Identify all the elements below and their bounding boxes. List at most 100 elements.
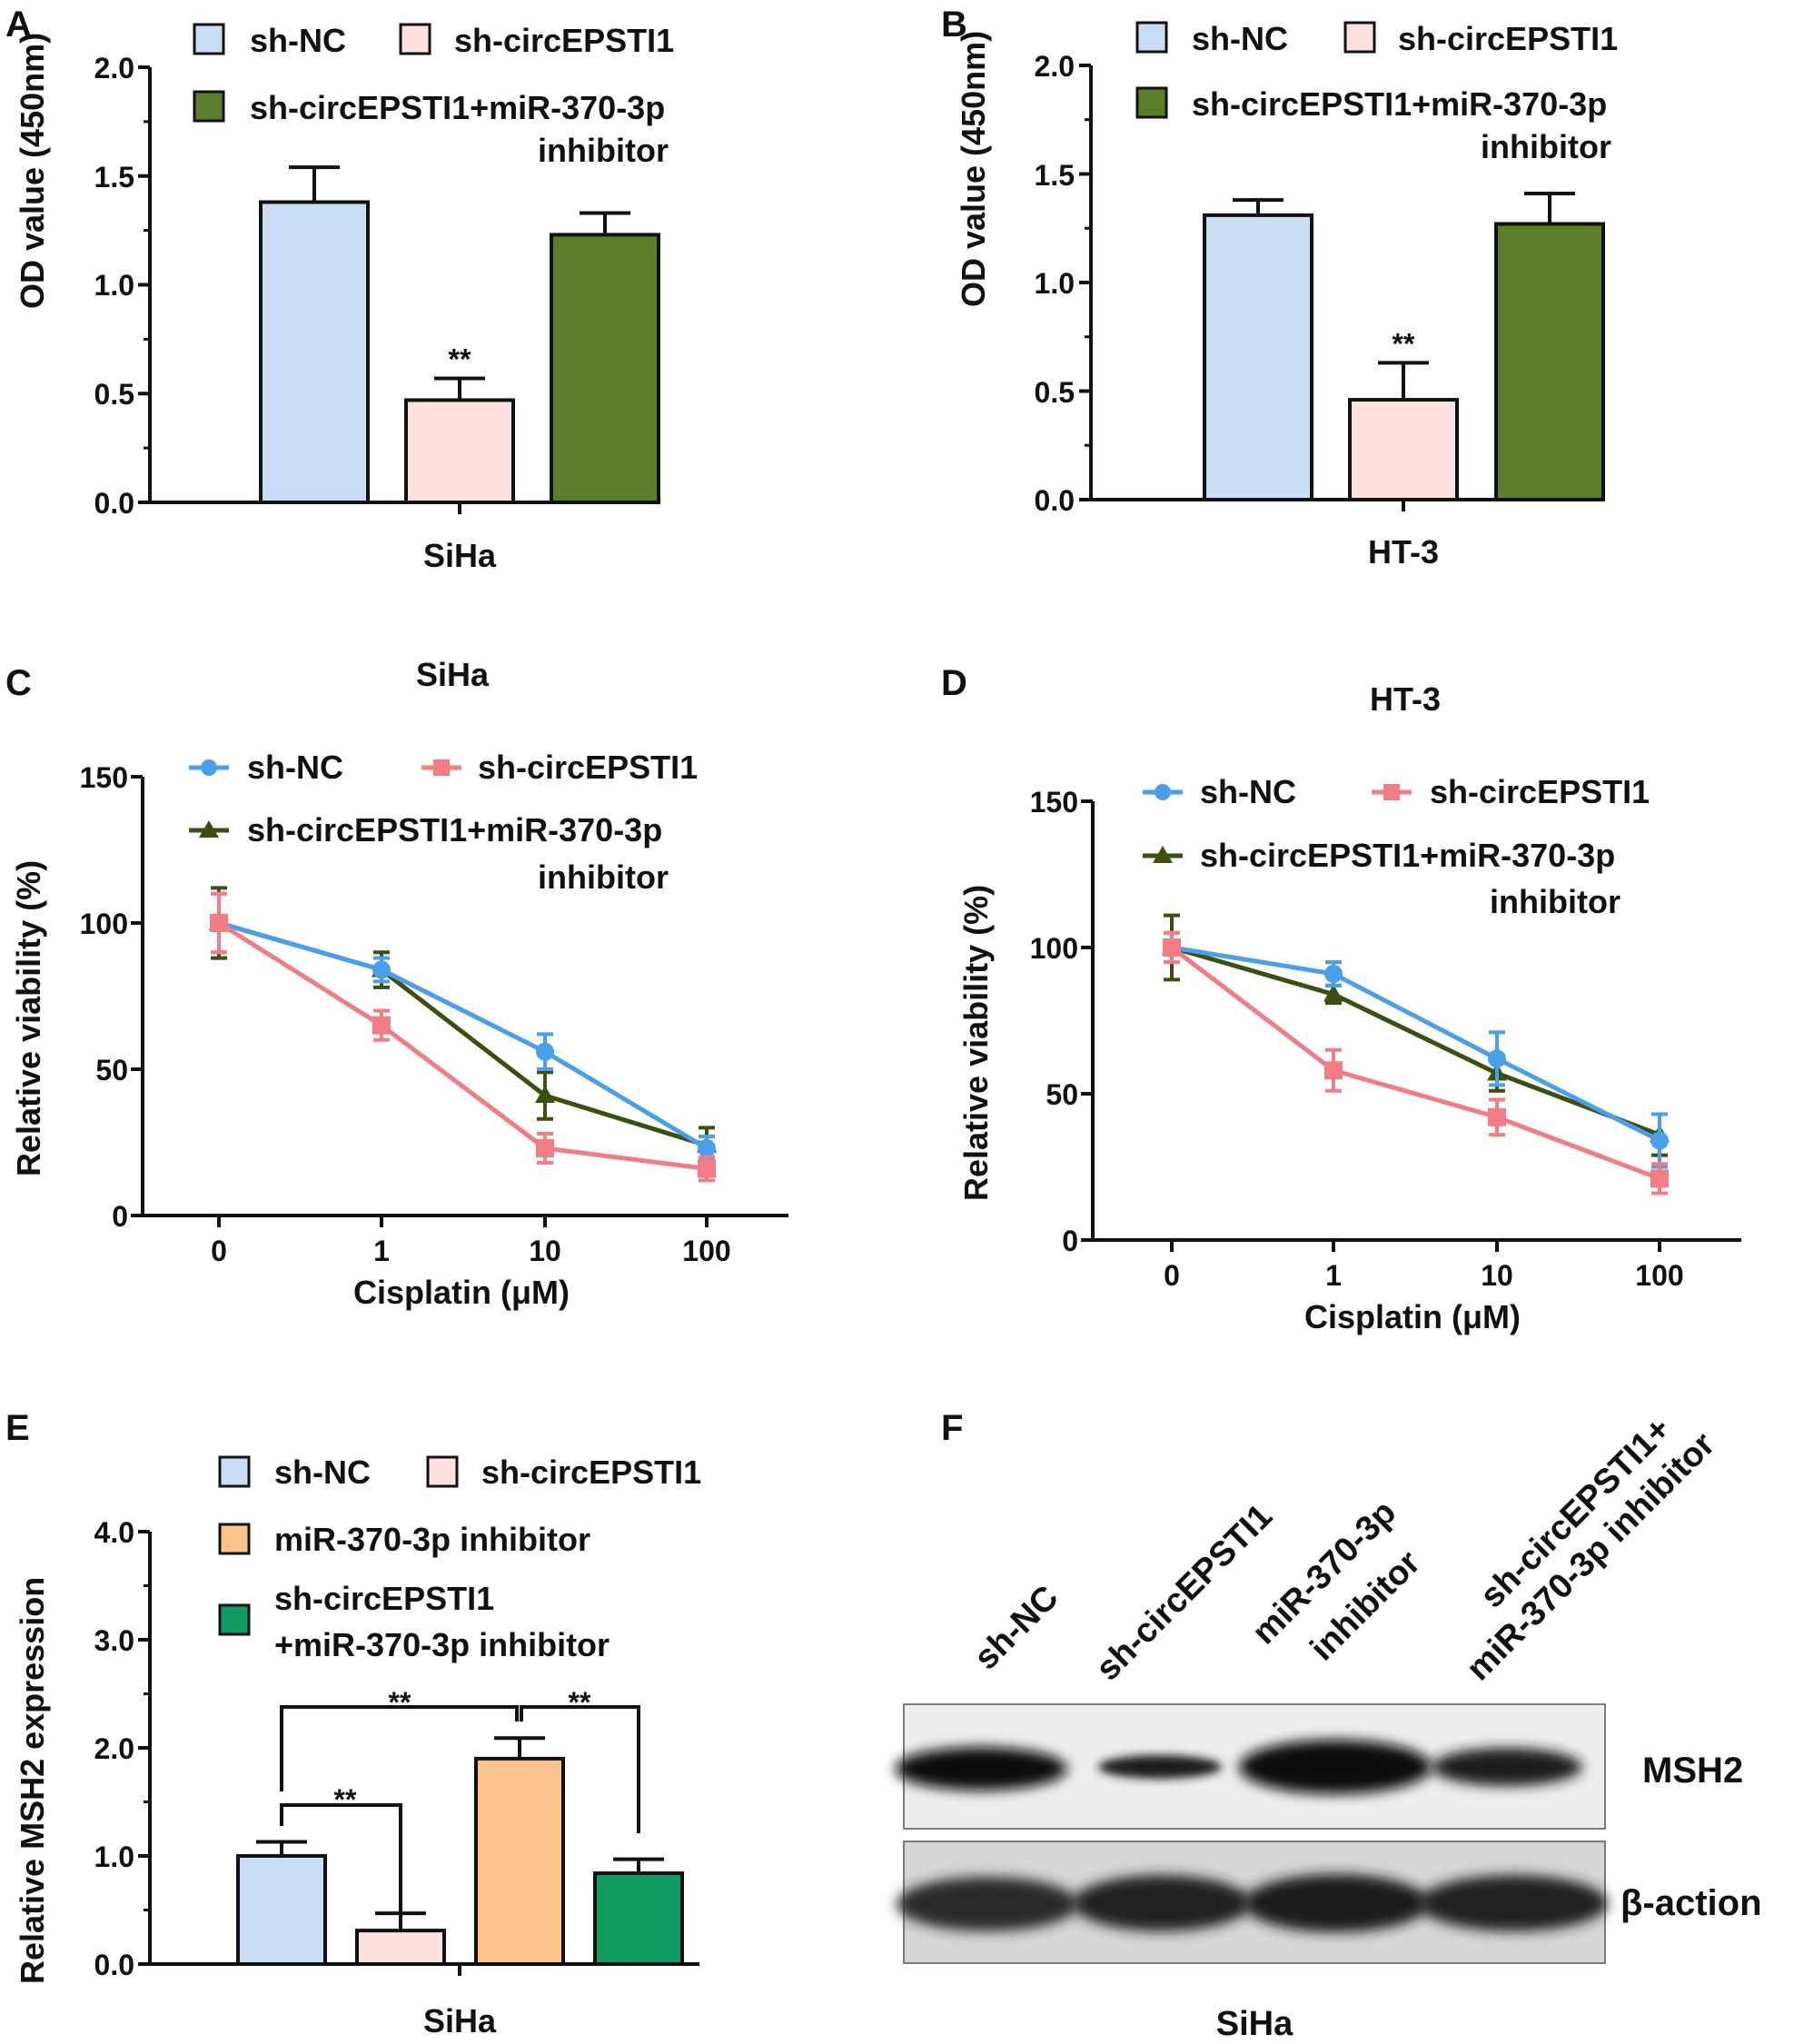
- tick-label: 1: [1325, 1259, 1342, 1292]
- legend-label: sh-circEPSTI1: [274, 1580, 494, 1617]
- y-axis-label: Relative MSH2 expression: [14, 1577, 51, 1984]
- lane-label: miR-370-3p inhibitor: [1460, 1425, 1723, 1689]
- data-point: [698, 1138, 716, 1157]
- blot-band: [1244, 1874, 1429, 1932]
- data-point: [536, 1042, 554, 1061]
- bar: [474, 1756, 565, 1967]
- y-axis-label: OD value (450nm): [14, 33, 51, 309]
- legend-label: inhibitor: [1481, 128, 1611, 165]
- legend-swatch-inhibitor: [1135, 86, 1168, 119]
- lane-label: sh-circEPSTI1: [1089, 1497, 1280, 1688]
- x-axis-label: SiHa: [423, 537, 497, 574]
- tick-label: 0: [112, 1200, 128, 1233]
- data-point: [1650, 1169, 1669, 1188]
- legend-label: sh-NC: [1200, 773, 1296, 810]
- blot-band: [895, 1747, 1067, 1791]
- data-point: [372, 1016, 391, 1035]
- tick-label: 0: [211, 1235, 227, 1267]
- legend-label: sh-circEPSTI1+miR-370-3p: [1200, 837, 1615, 874]
- data-point: [1323, 984, 1343, 1002]
- tick-label: 0.0: [94, 1949, 134, 1981]
- legend-swatch-sh-circ: [426, 1455, 459, 1488]
- legend-label: sh-circEPSTI1+miR-370-3p: [250, 89, 665, 126]
- legend-label: sh-circEPSTI1: [478, 749, 698, 786]
- tick-label: 1.5: [94, 161, 134, 193]
- blot-band: [1419, 1875, 1608, 1931]
- bar: [236, 1854, 327, 1966]
- bar: [355, 1929, 446, 1967]
- tick-label: 10: [1481, 1259, 1513, 1292]
- panel-letter-b: B: [941, 5, 967, 45]
- tick-label: 0.0: [1035, 484, 1075, 517]
- legend-label: +miR-370-3p inhibitor: [274, 1626, 610, 1663]
- panel-d-legend: sh-NC sh-circEPSTI1 sh-circEPSTI1+miR-37…: [1143, 773, 1650, 920]
- tick-label: 0.5: [1035, 376, 1075, 409]
- tick-label: 10: [529, 1235, 561, 1267]
- panel-letter-d: D: [941, 663, 967, 703]
- legend-marker-sh-circ: [1383, 784, 1400, 800]
- blot-caption: SiHa: [1216, 2005, 1293, 2043]
- bracket-3-4: [520, 1705, 640, 1833]
- panel-letter-c: C: [5, 663, 32, 703]
- bar: [259, 200, 370, 505]
- panel-f: sh-NC sh-circEPSTI1 miR-370-3p inhibitor…: [895, 1410, 1762, 2043]
- legend-marker-inhibitor: [199, 820, 219, 838]
- legend-swatch-combo: [218, 1603, 251, 1636]
- legend-label: sh-circEPSTI1: [481, 1454, 701, 1491]
- tick-label: 2.0: [1035, 50, 1075, 83]
- significance-label: **: [569, 1686, 591, 1719]
- tick-labels: 0.0 1.0 2.0 3.0 4.0: [94, 1516, 134, 1981]
- legend-swatch-sh-nc: [193, 23, 225, 55]
- panel-a-legend: sh-NC sh-circEPSTI1 sh-circEPSTI1+miR-37…: [193, 22, 674, 169]
- legend-label: sh-NC: [274, 1454, 371, 1491]
- x-axis-label: Cisplatin (μM): [1304, 1298, 1521, 1335]
- lane-label: sh-NC: [967, 1579, 1066, 1678]
- legend-label: inhibitor: [538, 858, 669, 896]
- legend-label: sh-circEPSTI1: [454, 22, 674, 59]
- data-point: [1650, 1131, 1669, 1150]
- blot-band: [1239, 1740, 1432, 1794]
- legend-label: inhibitor: [1490, 883, 1621, 920]
- bar: [550, 233, 660, 504]
- plot-area: [138, 1530, 699, 1976]
- data-point: [1324, 964, 1343, 983]
- tick-label: 1.0: [94, 269, 134, 302]
- tick-label: 2.0: [94, 1732, 134, 1765]
- legend-label: sh-circEPSTI1+miR-370-3p: [1192, 85, 1607, 123]
- chart-title: HT-3: [1370, 680, 1441, 718]
- panel-c-legend: sh-NC sh-circEPSTI1 sh-circEPSTI1+miR-37…: [189, 749, 698, 896]
- data-point: [1488, 1107, 1506, 1126]
- x-axis-label: HT-3: [1368, 533, 1439, 571]
- tick-label: 0.0: [94, 487, 134, 520]
- data-point: [698, 1159, 716, 1178]
- tick-label: 50: [1046, 1078, 1078, 1111]
- bracket-1-3: [280, 1705, 519, 1791]
- legend-swatch-sh-circ: [399, 23, 431, 55]
- data-point: [535, 1085, 555, 1103]
- tick-label: 100: [682, 1235, 730, 1267]
- legend-marker-sh-circ: [433, 759, 450, 776]
- plot-area: [1081, 799, 1741, 1252]
- lane-labels: sh-NC sh-circEPSTI1 miR-370-3p inhibitor…: [967, 1410, 1723, 1688]
- data-point: [372, 960, 391, 979]
- blot-row-label: β-action: [1621, 1883, 1762, 1923]
- blot-beta-actin: [897, 1841, 1608, 1964]
- series-line: [218, 920, 709, 1151]
- panel-letter-a: A: [5, 5, 32, 45]
- legend-label: sh-NC: [250, 22, 346, 59]
- y-axis-label: Relative viability (%): [10, 860, 47, 1176]
- tick-label: 50: [95, 1054, 128, 1086]
- tick-label: 3.0: [94, 1624, 134, 1657]
- tick-label: 1: [373, 1235, 390, 1267]
- legend-swatch-sh-nc: [218, 1455, 251, 1488]
- blot-msh2: [895, 1703, 1606, 1830]
- tick-label: 100: [1030, 932, 1078, 965]
- panel-a: sh-NC sh-circEPSTI1 sh-circEPSTI1+miR-37…: [14, 22, 674, 574]
- legend-label: sh-circEPSTI1: [1398, 20, 1618, 57]
- blot-band: [897, 1877, 1078, 1931]
- data-point: [1163, 938, 1181, 957]
- legend-label: sh-NC: [247, 749, 343, 786]
- legend-swatch-sh-nc: [1135, 21, 1168, 54]
- tick-label: 1.0: [1035, 267, 1075, 300]
